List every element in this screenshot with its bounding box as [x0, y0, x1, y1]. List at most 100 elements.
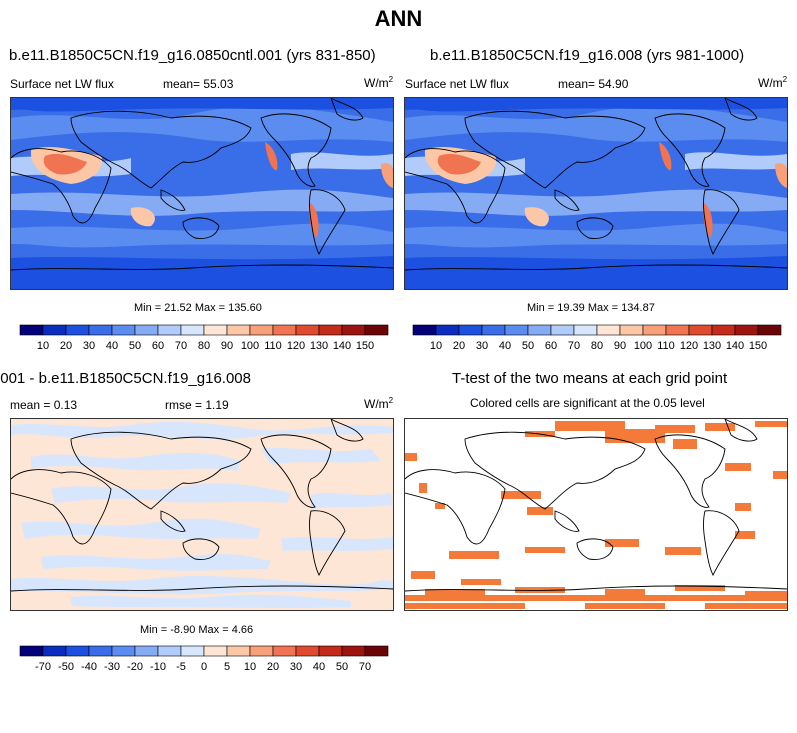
colorbar-bl-tick-label: 20: [267, 661, 279, 673]
colorbar-bl-tick-label: -70: [35, 661, 51, 673]
colorbar-bl-tick-label: -50: [58, 661, 74, 673]
colorbar-tr-swatch: [458, 324, 483, 336]
colorbar-tr-tick-label: 90: [614, 340, 626, 352]
colorbar-bl-swatch: [88, 645, 113, 657]
colorbar-tl-swatch: [134, 324, 159, 336]
colorbar-tr-swatch: [596, 324, 621, 336]
colorbar-bl-tick-label: -10: [150, 661, 166, 673]
map-bottom-right: [404, 418, 788, 611]
panel-tr-mean: mean= 54.90: [558, 77, 628, 91]
colorbar-tr-tick-label: 100: [634, 340, 652, 352]
colorbar-tr-swatch: [504, 324, 529, 336]
colorbar-tr-tick-label: 70: [568, 340, 580, 352]
colorbar-bl-swatch: [226, 645, 251, 657]
colorbar-tl-tick-label: 70: [175, 340, 187, 352]
lw-flux-field-tr: [405, 98, 787, 289]
panel-tl-units: W/m2: [364, 75, 394, 90]
colorbar-bl-swatch: [318, 645, 343, 657]
colorbar-tl-swatch: [341, 324, 366, 336]
panel-tr-variable: Surface net LW flux: [405, 77, 509, 91]
colorbar-tl-swatch: [226, 324, 251, 336]
colorbar-tl-swatch: [19, 324, 44, 336]
panel-tl-mean-value: 55.03: [203, 77, 234, 91]
colorbar-tl-tick-label: 60: [152, 340, 164, 352]
colorbar-tl-swatch: [272, 324, 297, 336]
colorbar-tr-swatch: [711, 324, 736, 336]
panel-bl-rmse-label: rmse =: [165, 398, 203, 412]
colorbar-tl-tick-label: 130: [310, 340, 328, 352]
colorbar-tr-tick-label: 110: [657, 340, 675, 352]
colorbar-tr-tick-label: 140: [726, 340, 744, 352]
colorbar-tr-swatch: [734, 324, 759, 336]
colorbar-bl-tick-label: 70: [359, 661, 371, 673]
colorbar-tr-swatch: [412, 324, 437, 336]
colorbar-tr: 10 20 30 40 50 60 70 80 90 100 110 120 130 140 150: [412, 324, 782, 359]
colorbar-tl-tick-label: 150: [356, 340, 374, 352]
colorbar-tl-swatch: [364, 324, 389, 336]
panel-bl-minmax: Min = -8.90 Max = 4.66: [140, 624, 254, 636]
colorbar-bl-tick-label: -5: [176, 661, 186, 673]
colorbar-tl: 10 20 30 40 50 60 70 80 90 100 110 120 130 140 150: [19, 324, 389, 359]
panel-bl-units: W/m2: [364, 396, 394, 411]
colorbar-tr-tick-label: 120: [680, 340, 698, 352]
panel-tr-minmax: Min = 19.39 Max = 134.87: [527, 302, 655, 314]
significance-field: [405, 419, 787, 610]
panel-tr-case-title: b.e11.B1850C5CN.f19_g16.008 (yrs 981-100…: [430, 47, 745, 64]
colorbar-bl-swatch: [180, 645, 205, 657]
colorbar-bl-swatch: [295, 645, 320, 657]
colorbar-bl-swatch: [19, 645, 44, 657]
colorbar-tr-swatch: [481, 324, 506, 336]
panel-bl-case-title: b.e11.B1850C5CN.f19_g16.0850cntl.001 - b…: [0, 370, 251, 387]
colorbar-tr-tick-label: 40: [499, 340, 511, 352]
colorbar-tl-swatch: [157, 324, 182, 336]
panel-bl-mean: mean = 0.13: [10, 398, 77, 412]
panel-tr-mean-value: 54.90: [598, 77, 629, 91]
colorbar-bl-tick-label: 10: [244, 661, 256, 673]
colorbar-bl-tick-label: -40: [81, 661, 97, 673]
panel-tr-mean-label: mean=: [558, 77, 596, 91]
colorbar-bl-tick-label: 5: [224, 661, 230, 673]
colorbar-tl-tick-label: 140: [333, 340, 351, 352]
panel-br-case-title: T-test of the two means at each grid poi…: [452, 370, 728, 387]
colorbar-tl-tick-label: 20: [60, 340, 72, 352]
colorbar-tl-tick-label: 100: [241, 340, 259, 352]
map-top-left: [10, 97, 394, 290]
colorbar-tr-tick-label: 50: [522, 340, 534, 352]
colorbar-bl-tick-label: 40: [313, 661, 325, 673]
colorbar-tr-swatch: [757, 324, 782, 336]
colorbar-bl-tick-label: 0: [201, 661, 207, 673]
map-bottom-left: [10, 418, 394, 611]
colorbar-tr-swatch: [619, 324, 644, 336]
colorbar-bl-swatch: [134, 645, 159, 657]
panel-bl-mean-value: 0.13: [53, 398, 78, 412]
colorbar-bl-swatch: [341, 645, 366, 657]
panel-tl-mean-label: mean=: [163, 77, 201, 91]
colorbar-bl-swatch: [111, 645, 136, 657]
colorbar-tr-tick-label: 80: [591, 340, 603, 352]
colorbar-tl-tick-label: 10: [37, 340, 49, 352]
colorbar-tl-swatch: [111, 324, 136, 336]
colorbar-tr-tick-label: 150: [749, 340, 767, 352]
colorbar-bl-swatch: [364, 645, 389, 657]
colorbar-bl-swatch: [42, 645, 67, 657]
colorbar-tl-swatch: [318, 324, 343, 336]
panel-bl-rmse-value: 1.19: [205, 398, 229, 412]
panel-tl-variable: Surface net LW flux: [10, 77, 114, 91]
colorbar-tl-tick-label: 40: [106, 340, 118, 352]
colorbar-tr-tick-label: 10: [430, 340, 442, 352]
colorbar-tr-swatch: [435, 324, 460, 336]
page-title: ANN: [374, 6, 423, 31]
colorbar-tr-tick-label: 130: [703, 340, 721, 352]
map-top-right: [404, 97, 788, 290]
colorbar-bl-swatch: [157, 645, 182, 657]
lw-flux-field-tl: [11, 98, 393, 289]
panel-bl-mean-label: mean =: [10, 398, 51, 412]
panel-tl-case-title: b.e11.B1850C5CN.f19_g16.0850cntl.001 (yr…: [9, 47, 376, 64]
panel-br-subtitle: Colored cells are significant at the 0.0…: [470, 396, 705, 410]
colorbar-bl-swatch: [203, 645, 228, 657]
panel-tr-units: W/m2: [758, 75, 788, 90]
colorbar-bl-tick-label: -20: [127, 661, 143, 673]
difference-field: [11, 419, 393, 610]
colorbar-tr-swatch: [527, 324, 552, 336]
panel-bl-rmse: rmse = 1.19: [165, 398, 229, 412]
